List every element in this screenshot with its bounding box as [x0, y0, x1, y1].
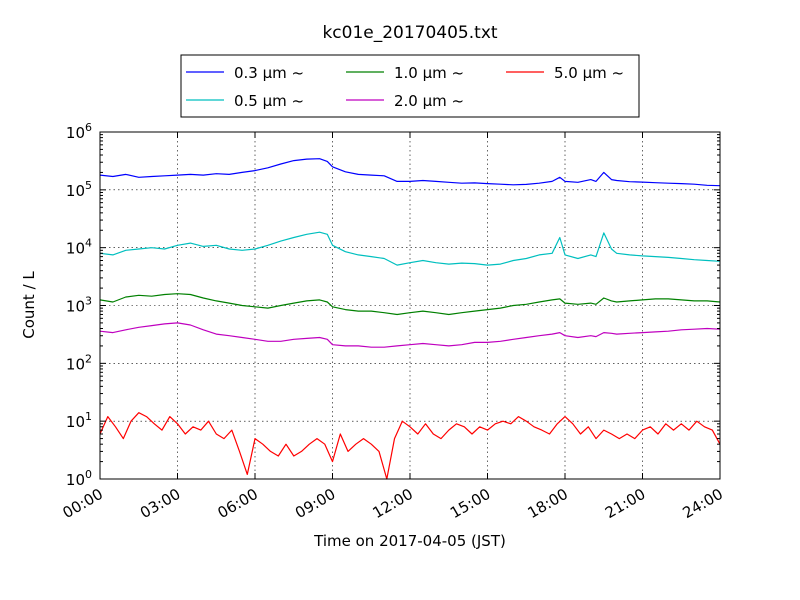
y-tick-label: 103: [66, 295, 92, 316]
y-axis-label: Count / L: [20, 271, 38, 339]
y-tick-label: 104: [66, 237, 92, 258]
series-line-2: [99, 293, 721, 316]
x-tick-label: 03:00: [137, 485, 183, 522]
y-tick-label: 105: [66, 179, 92, 200]
y-tick-label: 101: [66, 410, 92, 431]
chart-title: kc01e_20170405.txt: [322, 23, 497, 43]
legend: 0.3 μm ~ 0.5 μm ~ 1.0 μm ~ 2.0 μm ~ 5.0 μm ~: [180, 54, 640, 118]
legend-label-2: 1.0 μm ~: [394, 64, 464, 82]
series-line-1: [99, 231, 721, 266]
legend-label-3: 2.0 μm ~: [394, 92, 464, 110]
x-tick-label: 06:00: [215, 485, 261, 522]
x-axis-label: Time on 2017-04-05 (JST): [313, 532, 506, 550]
y-tick-label: 102: [66, 352, 92, 373]
x-tick-label: 24:00: [680, 485, 726, 522]
x-tick-labels: 00:00 03:00 06:00 09:00 12:00 15:00 18:00 21:00…: [60, 485, 726, 522]
legend-box: [180, 54, 640, 118]
x-tick-label: 00:00: [60, 485, 106, 522]
x-tick-label: 15:00: [447, 485, 493, 522]
series-line-4: [99, 412, 721, 480]
x-tick-label: 12:00: [370, 485, 416, 522]
legend-label-0: 0.3 μm ~: [234, 64, 304, 82]
x-tick-label: 21:00: [602, 485, 648, 522]
grid: [100, 132, 720, 479]
series-line-0: [99, 158, 721, 187]
x-tick-label: 09:00: [292, 485, 338, 522]
x-tick-label: 18:00: [525, 485, 571, 522]
legend-label-4: 5.0 μm ~: [554, 64, 624, 82]
legend-label-1: 0.5 μm ~: [234, 92, 304, 110]
ticks: [99, 131, 721, 480]
y-tick-label: 106: [66, 121, 92, 142]
series-line-3: [99, 322, 721, 348]
series-lines: [99, 158, 721, 480]
y-tick-label: 100: [66, 468, 92, 489]
y-tick-labels: 100 101 102 103 104 105 106: [66, 121, 92, 489]
